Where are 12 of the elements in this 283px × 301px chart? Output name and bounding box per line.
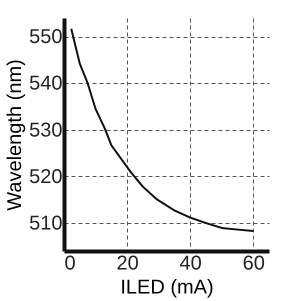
y-tick-label: 550 bbox=[29, 26, 62, 48]
y-tick-label: 520 bbox=[29, 166, 62, 188]
line-series bbox=[70, 28, 254, 232]
x-tick-label: 0 bbox=[64, 252, 76, 274]
y-tick-label: 540 bbox=[29, 72, 62, 95]
x-axis-title: ILED (mA) bbox=[120, 276, 214, 298]
x-tick-label: 40 bbox=[180, 252, 202, 274]
x-tick-label: 60 bbox=[242, 252, 265, 274]
y-tick-label: 530 bbox=[29, 119, 62, 142]
y-tick-label: 510 bbox=[29, 212, 62, 235]
x-tick-label: 20 bbox=[116, 252, 139, 274]
y-axis-title: Wavelength (nm) bbox=[4, 59, 26, 211]
